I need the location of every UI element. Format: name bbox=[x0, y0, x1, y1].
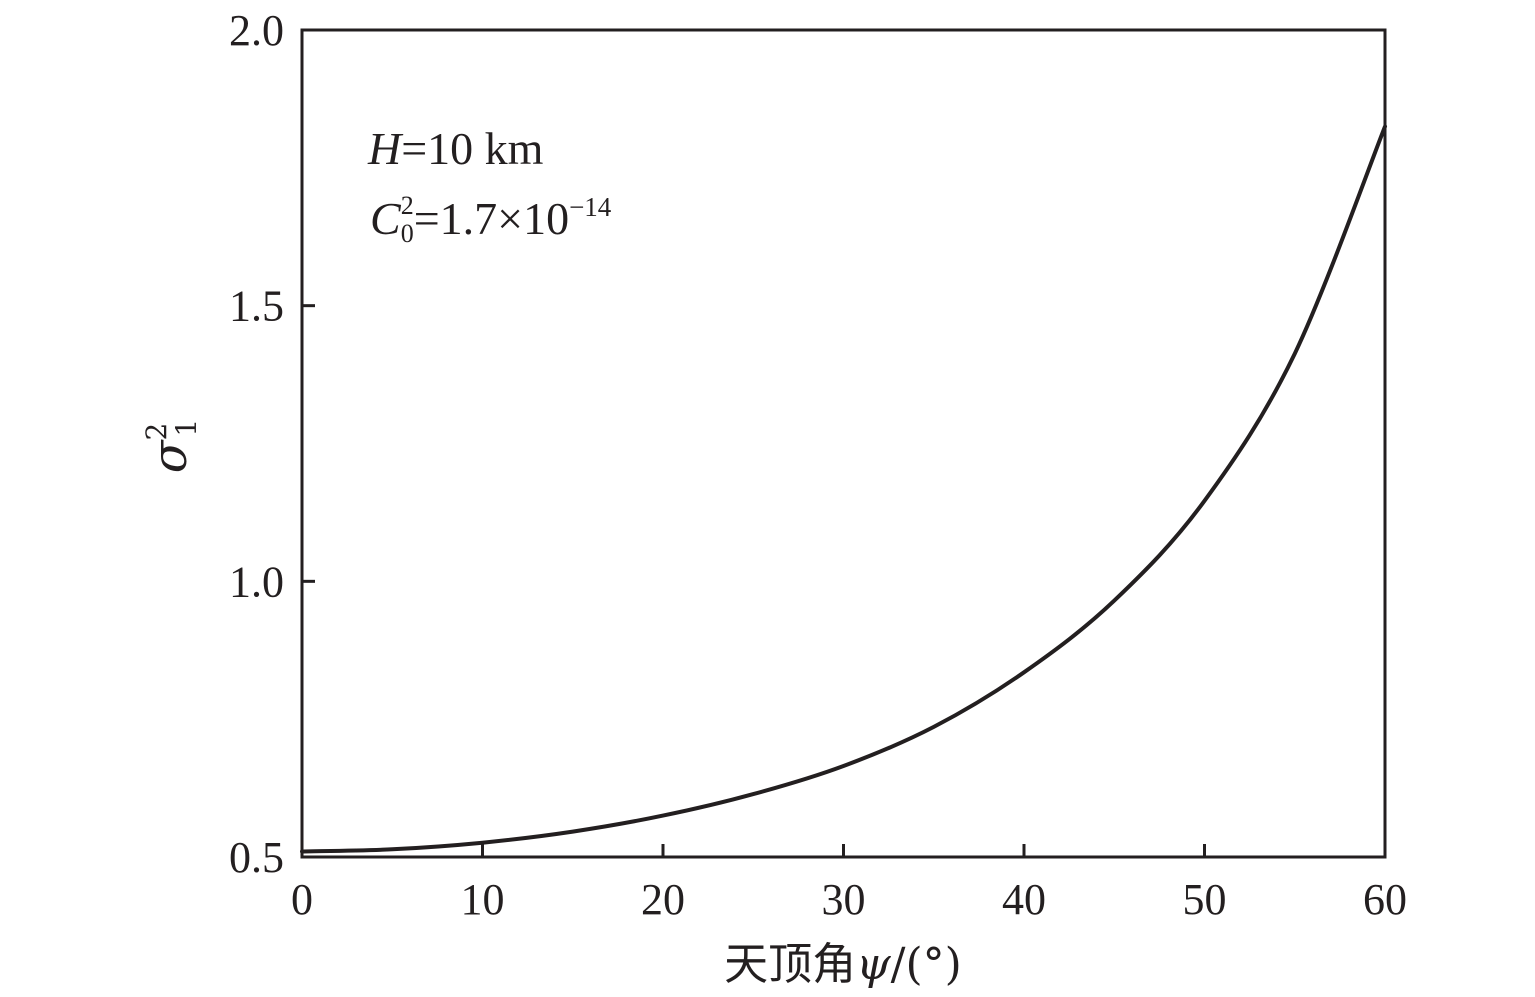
y-axis-label-symbol: σ bbox=[142, 439, 198, 473]
x-axis-label: 天顶角ψ/(°) bbox=[724, 939, 962, 990]
x-axis-label-suffix: /(°) bbox=[891, 939, 962, 990]
x-tick-label: 0 bbox=[291, 875, 313, 924]
annotation-c-exp: −14 bbox=[569, 192, 612, 222]
y-axis-label-sub: 1 bbox=[170, 419, 203, 437]
y-tick-label: 2.0 bbox=[229, 6, 284, 55]
x-tick-label: 30 bbox=[822, 875, 866, 924]
x-tick-label: 40 bbox=[1002, 875, 1046, 924]
annotation-altitude-text: =10 km bbox=[401, 123, 543, 174]
y-axis-label-sup: 2 bbox=[140, 423, 173, 441]
x-tick-label: 50 bbox=[1183, 875, 1227, 924]
svg-text:σ21: σ21 bbox=[140, 419, 203, 473]
y-tick-label: 1.0 bbox=[229, 557, 284, 606]
x-tick-label: 20 bbox=[641, 875, 685, 924]
annotation-c-var: C bbox=[370, 193, 402, 244]
annotation-c-sup: 2 bbox=[401, 191, 414, 220]
x-axis-label-prefix: 天顶角 bbox=[724, 939, 856, 990]
y-tick-label: 0.5 bbox=[229, 833, 284, 882]
y-axis-label: σ21 bbox=[140, 419, 203, 473]
x-tick-label: 10 bbox=[461, 875, 505, 924]
y-tick-label: 1.5 bbox=[229, 282, 284, 331]
x-axis-ticks: 0 10 20 30 40 50 60 bbox=[291, 844, 1407, 924]
annotation-structure-constant: C2 0=1.7×10−14 bbox=[370, 191, 612, 248]
annotation-c-text: =1.7×10 bbox=[414, 193, 569, 244]
series-line bbox=[300, 124, 1387, 854]
annotation-altitude-var: H bbox=[367, 123, 404, 174]
annotation-c-sub: 0 bbox=[401, 219, 414, 248]
annotation-altitude: H=10 km bbox=[367, 123, 544, 174]
y-axis-ticks: 0.5 1.0 1.5 2.0 bbox=[229, 6, 315, 882]
x-tick-label: 60 bbox=[1363, 875, 1407, 924]
x-axis-label-symbol: ψ bbox=[856, 939, 891, 990]
